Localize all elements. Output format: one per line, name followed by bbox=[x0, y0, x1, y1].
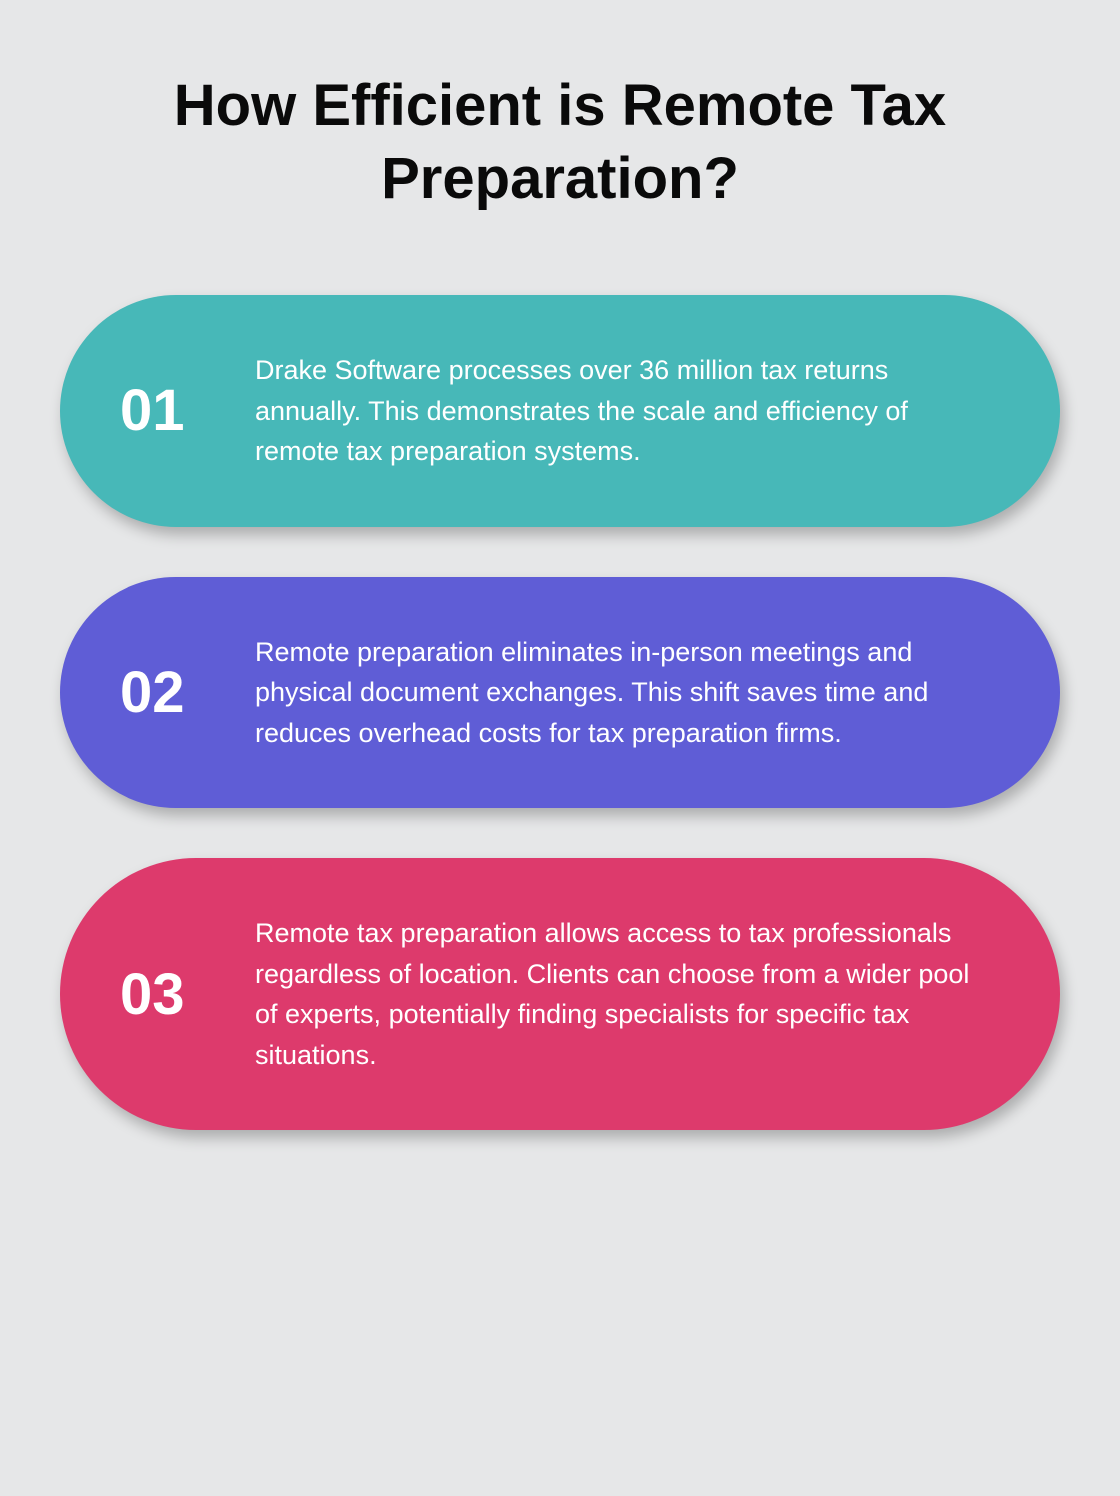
card-body-text: Remote preparation eliminates in-person … bbox=[255, 632, 990, 754]
info-card-1: 01 Drake Software processes over 36 mill… bbox=[60, 295, 1060, 527]
card-list: 01 Drake Software processes over 36 mill… bbox=[60, 295, 1060, 1130]
card-number: 02 bbox=[120, 659, 215, 726]
info-card-3: 03 Remote tax preparation allows access … bbox=[60, 858, 1060, 1130]
card-number: 03 bbox=[120, 961, 215, 1028]
card-number: 01 bbox=[120, 377, 215, 444]
info-card-2: 02 Remote preparation eliminates in-pers… bbox=[60, 577, 1060, 809]
card-body-text: Drake Software processes over 36 million… bbox=[255, 350, 990, 472]
page-title: How Efficient is Remote Tax Preparation? bbox=[60, 70, 1060, 215]
card-body-text: Remote tax preparation allows access to … bbox=[255, 913, 990, 1075]
